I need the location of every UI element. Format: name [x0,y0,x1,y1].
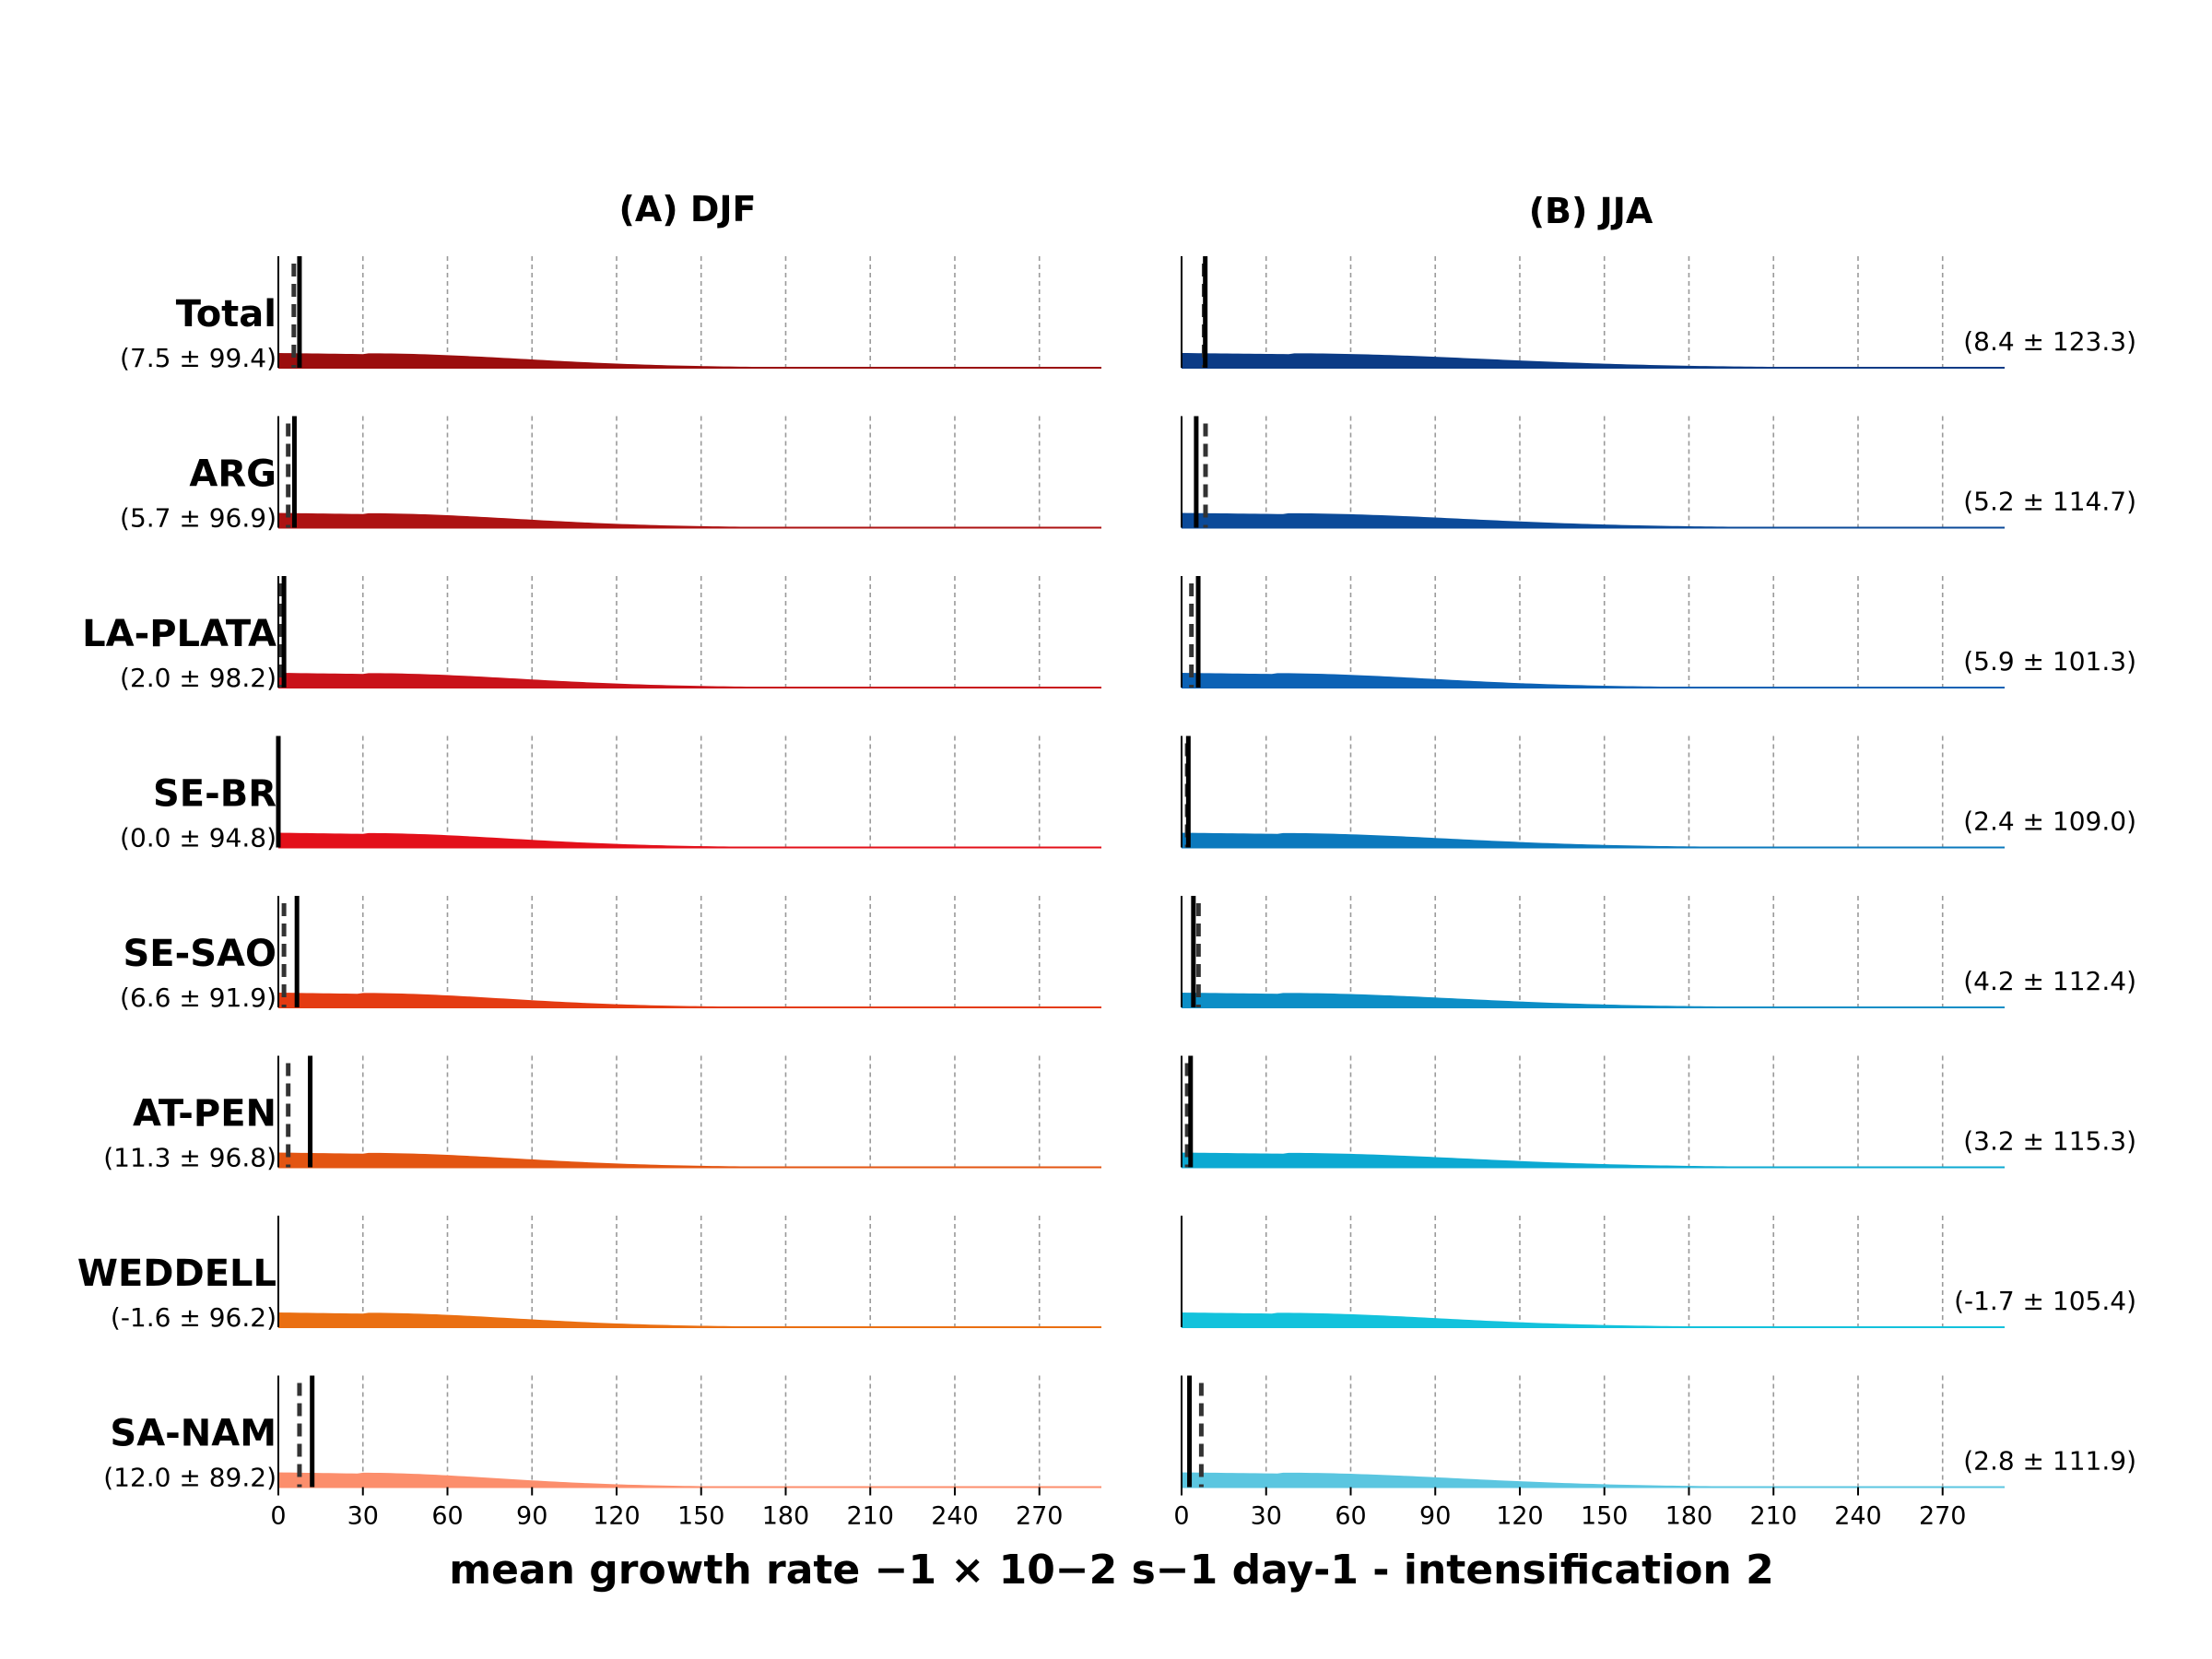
stat-label-1-4: (4.2 ± 112.4) [1963,966,2136,996]
xtick-label-0-1: 30 [347,1502,379,1531]
xtick-label-1-4: 120 [1496,1502,1544,1531]
xtick-label-0-3: 90 [516,1502,547,1531]
xtick-label-1-8: 240 [1834,1502,1882,1531]
stat-label-1-2: (5.9 ± 101.3) [1963,646,2136,677]
stat-label-1-0: (8.4 ± 123.3) [1963,326,2136,357]
stat-label-0-7: (12.0 ± 89.2) [103,1463,276,1493]
ridge-1-7 [1182,1472,2005,1488]
ridge-1-0 [1182,353,2005,368]
stat-label-1-1: (5.2 ± 114.7) [1963,487,2136,517]
xtick-label-1-3: 90 [1419,1502,1451,1531]
xtick-label-0-2: 60 [431,1502,463,1531]
ridge-0-2 [278,673,1101,688]
stat-label-0-6: (-1.6 ± 96.2) [111,1302,276,1333]
xtick-label-0-7: 210 [846,1502,894,1531]
panel-title-djf: (A) DJF [618,189,756,229]
stat-label-1-6: (-1.7 ± 105.4) [1954,1286,2136,1316]
xtick-label-1-9: 270 [1919,1502,1967,1531]
stat-label-0-0: (7.5 ± 99.4) [120,343,276,373]
ridge-0-6 [278,1312,1101,1327]
ridge-0-3 [278,832,1101,848]
marker-layer [276,256,1208,1488]
xtick-label-1-2: 60 [1335,1502,1366,1531]
xtick-label-1-7: 210 [1749,1502,1797,1531]
stat-label-0-3: (0.0 ± 94.8) [120,823,276,853]
ridge-0-1 [278,512,1101,528]
xtick-label-0-0: 0 [270,1502,286,1531]
row-label-0-2: LA-PLATA [82,613,276,655]
row-label-0-7: SA-NAM [110,1413,276,1455]
ridge-layer [278,353,2005,1488]
ridge-0-0 [278,353,1101,368]
row-label-0-3: SE-BR [153,773,276,816]
xtick-label-0-9: 270 [1016,1502,1064,1531]
stat-label-0-1: (5.7 ± 96.9) [120,503,276,534]
panel-title-jja: (B) JJA [1529,191,1653,231]
xtick-label-1-0: 0 [1173,1502,1189,1531]
xtick-label-1-6: 180 [1665,1502,1713,1531]
ridge-1-4 [1182,993,2005,1007]
stat-label-0-5: (11.3 ± 96.8) [103,1143,276,1173]
ridge-1-3 [1182,832,2005,848]
xtick-label-0-8: 240 [931,1502,979,1531]
row-label-0-5: AT-PEN [133,1093,276,1135]
ridge-1-5 [1182,1152,2005,1168]
axis-layer [277,256,1944,1496]
stat-label-1-3: (2.4 ± 109.0) [1963,806,2136,837]
xtick-label-1-5: 150 [1581,1502,1629,1531]
xtick-label-0-6: 180 [762,1502,810,1531]
stat-label-0-2: (2.0 ± 98.2) [120,663,276,693]
ridge-0-5 [278,1152,1101,1168]
ridge-1-1 [1182,512,2005,528]
label-layer: Total (7.5 ± 99.4) ARG (5.7 ± 96.9) LA-PLATA… [77,293,2136,1531]
row-label-0-6: WEDDELL [77,1253,276,1295]
ridge-0-7 [278,1472,1101,1488]
stat-label-1-7: (2.8 ± 111.9) [1963,1446,2136,1477]
grid-layer [361,256,1944,1488]
xtick-label-1-1: 30 [1251,1502,1282,1531]
stat-label-1-5: (3.2 ± 115.3) [1963,1126,2136,1157]
row-label-0-0: Total [176,293,276,335]
ridge-0-4 [278,993,1101,1007]
xtick-label-0-4: 120 [593,1502,641,1531]
x-axis-title: mean growth rate −1 × 10−2 s−1 day-1 - i… [449,1547,1774,1594]
xtick-label-0-5: 150 [677,1502,725,1531]
stat-label-0-4: (6.6 ± 91.9) [120,982,276,1013]
row-label-0-4: SE-SAO [123,933,276,975]
ridge-1-2 [1182,673,2005,688]
ridge-1-6 [1182,1312,2005,1327]
row-label-0-1: ARG [189,453,276,496]
